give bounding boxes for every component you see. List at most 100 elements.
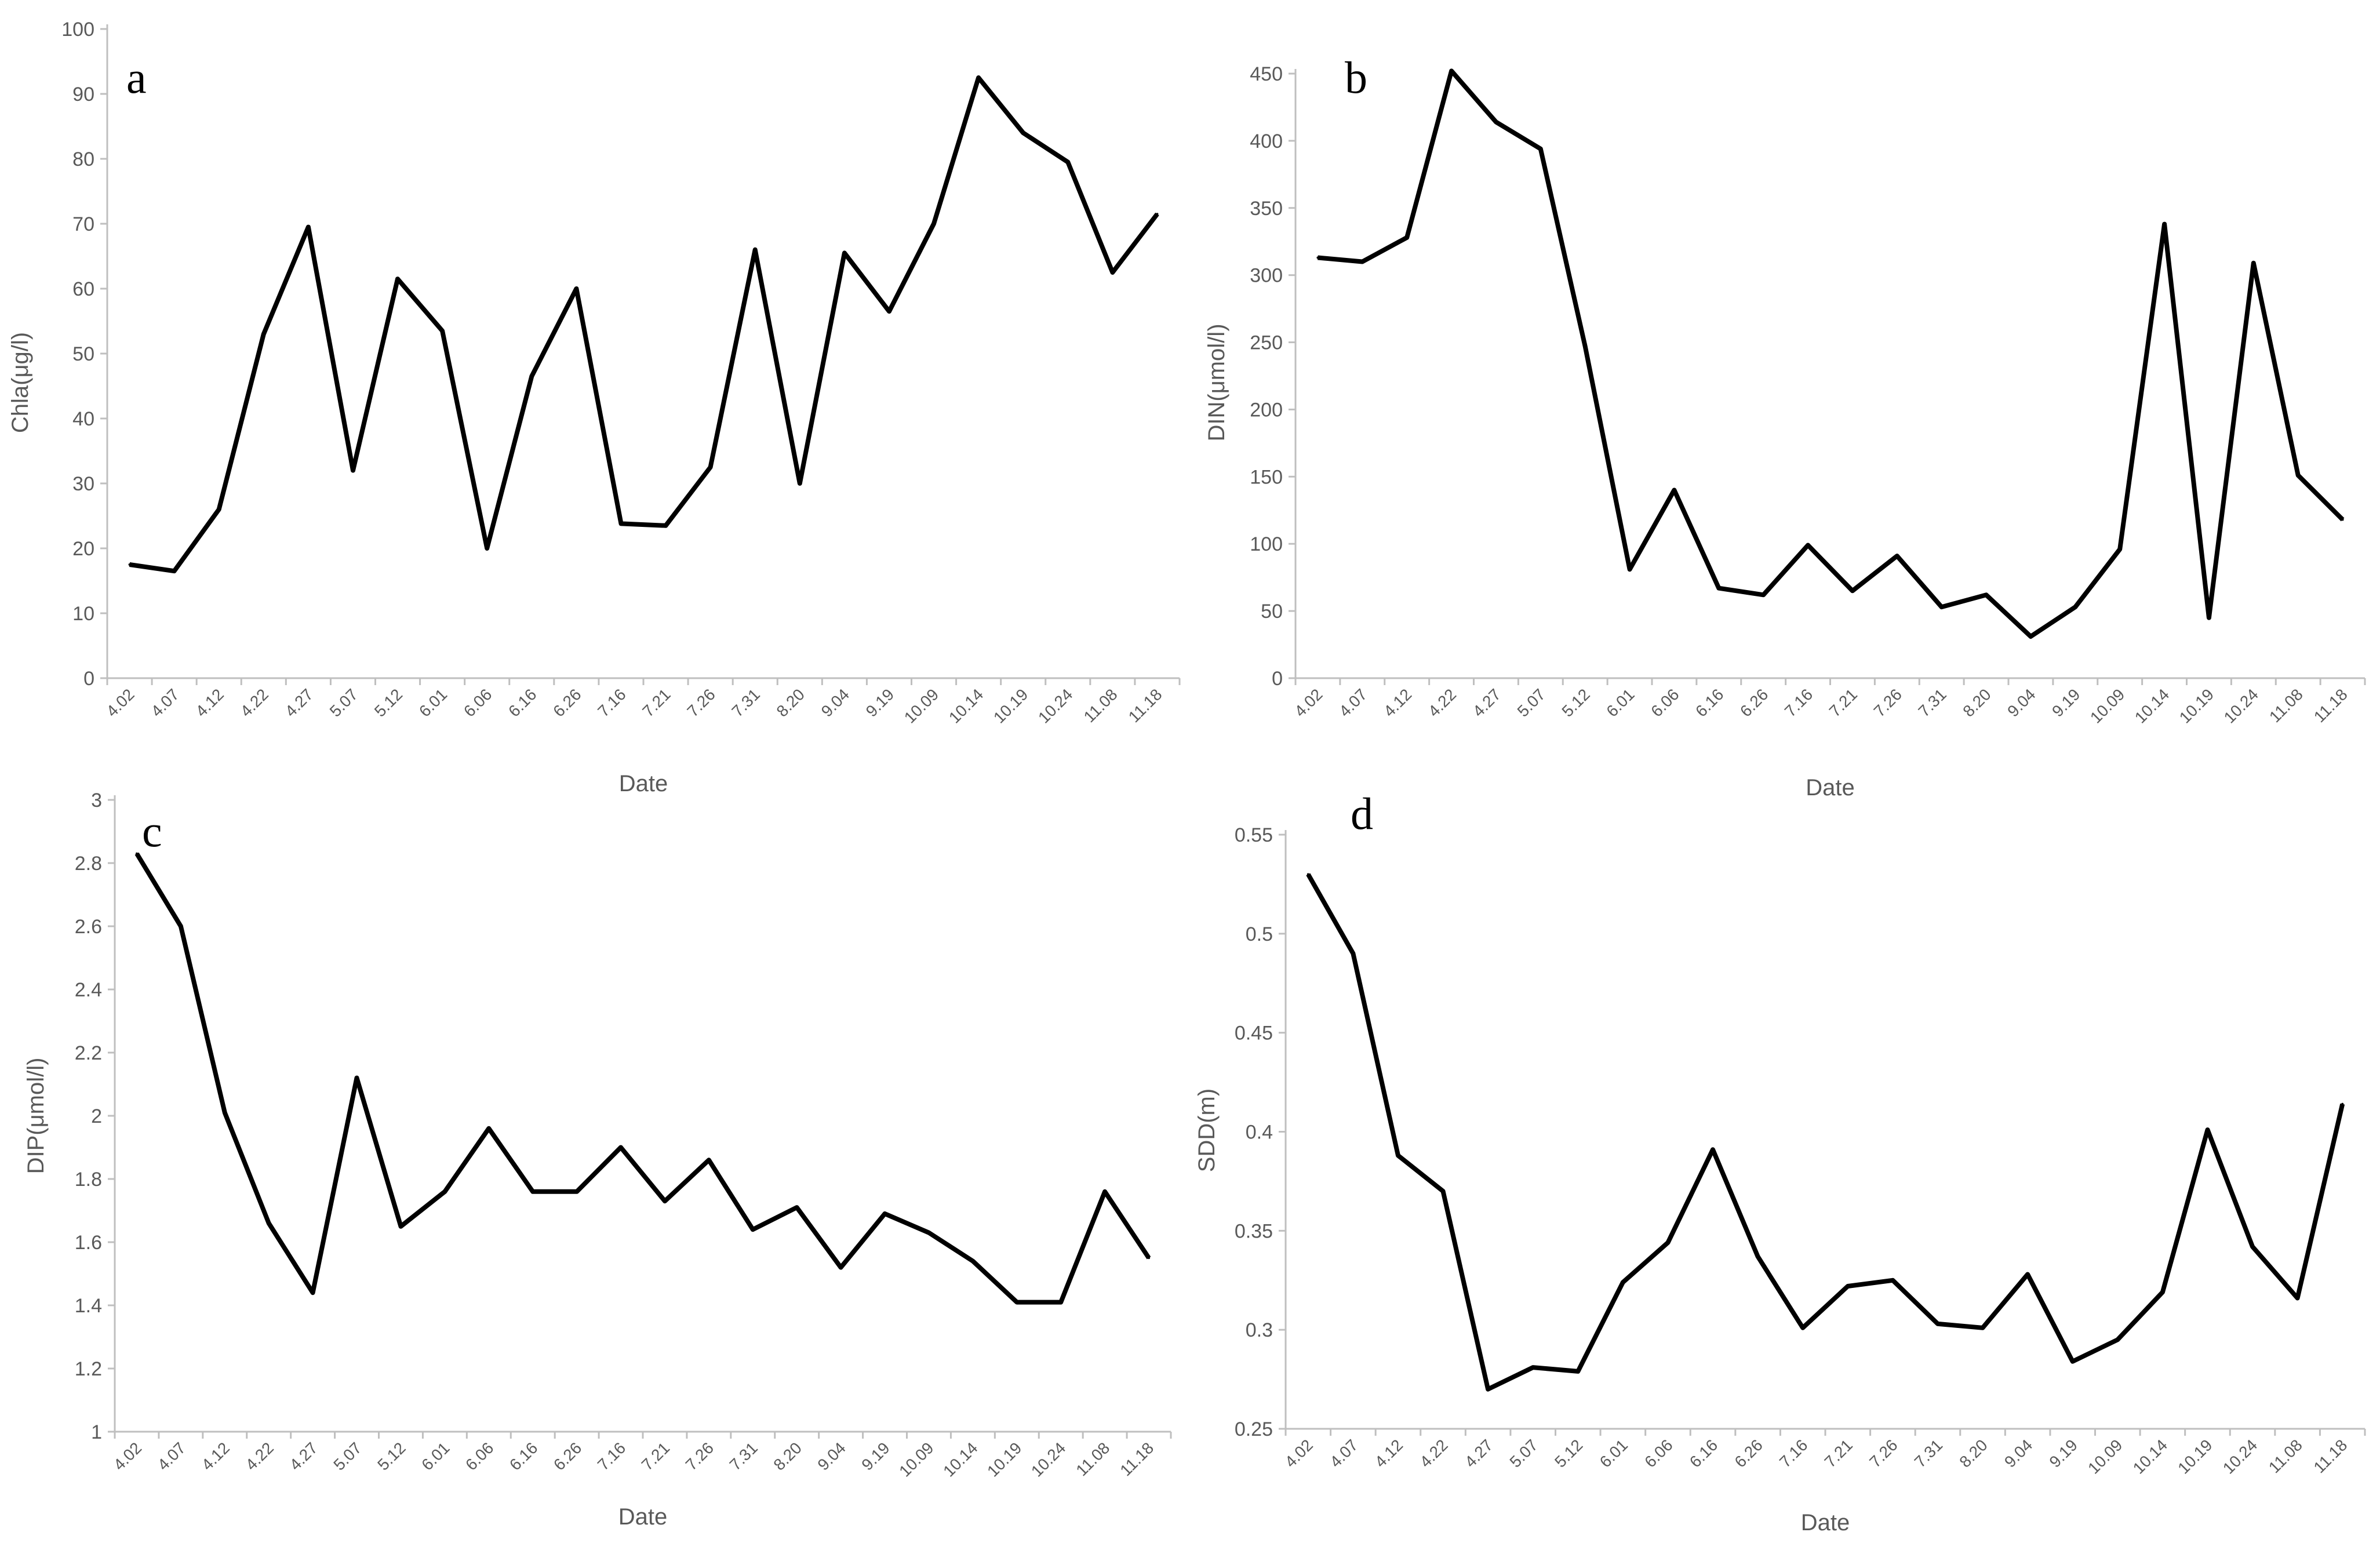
x-tick-label: 7.26 [683, 685, 718, 720]
data-point [1802, 1326, 1804, 1329]
x-tick-label: 7.26 [1870, 685, 1905, 720]
data-point [1104, 1190, 1107, 1193]
y-axis-title: SDD(m) [1194, 1089, 1220, 1172]
x-tick-label: 10.09 [896, 1439, 937, 1480]
data-point [1846, 1285, 1849, 1287]
x-tick-label: 5.07 [326, 685, 361, 720]
data-point [1940, 606, 1943, 609]
panel-label: b [1345, 52, 1367, 103]
data-point [2297, 474, 2299, 477]
data-point [620, 1146, 623, 1149]
x-tick-label: 6.06 [1647, 685, 1682, 720]
y-tick-label: 60 [72, 278, 94, 300]
x-tick-label: 10.14 [940, 1439, 981, 1480]
x-tick-label: 6.26 [1737, 685, 1771, 720]
x-tick-label: 6.26 [550, 1439, 585, 1473]
y-tick-label: 300 [1250, 265, 1283, 287]
y-tick-label: 40 [72, 408, 94, 430]
x-tick-label: 5.12 [1551, 1436, 1586, 1471]
x-tick-label: 6.16 [1686, 1436, 1721, 1471]
x-tick-label: 6.01 [416, 685, 450, 720]
data-point [441, 329, 444, 332]
y-tick-label: 100 [61, 19, 94, 41]
data-point [1307, 873, 1309, 876]
x-tick-label: 11.08 [1080, 685, 1121, 726]
x-tick-label: 10.09 [2084, 1436, 2126, 1477]
y-tick-label: 50 [72, 343, 94, 365]
x-tick-label: 4.02 [1282, 1436, 1316, 1471]
x-tick-label: 4.22 [1416, 1436, 1451, 1471]
data-point [1756, 1255, 1759, 1258]
y-tick-label: 80 [72, 148, 94, 170]
x-tick-label: 5.07 [1506, 1436, 1541, 1471]
x-tick-label: 7.21 [1826, 685, 1861, 720]
x-tick-label: 7.16 [594, 1439, 629, 1473]
x-tick-label: 4.27 [1461, 1436, 1496, 1471]
y-tick-label: 100 [1250, 533, 1283, 555]
y-tick-label: 2.6 [75, 916, 102, 938]
x-tick-label: 7.31 [728, 685, 763, 720]
data-point [1406, 236, 1409, 239]
data-point [399, 1225, 402, 1228]
x-tick-label: 9.19 [863, 685, 897, 720]
panel-label: c [142, 806, 162, 856]
x-axis-title: Date [1806, 775, 1855, 800]
x-tick-label: 5.07 [1514, 685, 1549, 720]
data-point [1628, 568, 1631, 571]
x-axis-title: Date [1801, 1510, 1850, 1535]
chart-panel-b: 0 50 100 150 200 250 300 350 400 450 4.02 4.07 4.12 4… [1204, 52, 2366, 800]
x-tick-label: 6.01 [1596, 1436, 1631, 1471]
y-tick-label: 2.8 [75, 853, 102, 875]
data-point [1060, 1301, 1062, 1304]
x-tick-label: 8.20 [773, 685, 808, 720]
y-tick-label: 0 [1272, 668, 1283, 690]
x-tick-label: 4.27 [282, 685, 316, 720]
x-axis-title: Date [618, 1504, 668, 1530]
x-tick-label: 6.16 [506, 1439, 541, 1473]
x-tick-label: 9.19 [858, 1439, 893, 1473]
x-tick-label: 7.26 [682, 1439, 717, 1473]
data-point [2029, 635, 2032, 638]
data-point [262, 333, 265, 336]
data-point [2206, 1129, 2209, 1131]
panel-label: d [1351, 788, 1373, 839]
y-axis-title: DIP(μmol/l) [23, 1058, 49, 1174]
x-tick-label: 4.12 [198, 1439, 233, 1473]
data-point [530, 375, 533, 378]
data-point [217, 508, 220, 511]
data-point [977, 77, 980, 79]
x-tick-label: 9.04 [2004, 685, 2039, 720]
x-tick-label: 7.26 [1866, 1436, 1901, 1471]
data-point [1487, 1388, 1490, 1391]
data-point [1762, 594, 1765, 596]
data-point [396, 278, 399, 281]
data-point [709, 466, 712, 468]
x-tick-label: 4.27 [1469, 685, 1504, 720]
x-tick-label: 11.18 [2310, 685, 2351, 726]
data-point [663, 1200, 666, 1203]
y-tick-label: 400 [1250, 130, 1283, 152]
data-point [2163, 223, 2166, 225]
y-tick-label: 0.55 [1235, 824, 1273, 846]
data-point [2074, 606, 2077, 609]
data-point [532, 1190, 534, 1193]
data-point [1584, 345, 1586, 348]
data-point [1936, 1322, 1939, 1325]
data-point [1016, 1301, 1018, 1304]
x-tick-label: 10.09 [901, 685, 942, 726]
data-point [1666, 1241, 1669, 1244]
x-tick-label: 5.12 [371, 685, 406, 720]
data-point [1539, 147, 1542, 150]
y-tick-label: 0.3 [1246, 1319, 1273, 1341]
data-point [1494, 121, 1497, 123]
x-tick-label: 10.19 [2176, 685, 2217, 726]
x-tick-label: 11.18 [1125, 685, 1166, 726]
data-point [1361, 260, 1364, 263]
data-point [2252, 261, 2255, 264]
x-tick-label: 6.26 [549, 685, 584, 720]
data-point [355, 1076, 358, 1079]
data-point [1022, 132, 1025, 134]
data-point [1621, 1281, 1624, 1284]
x-tick-label: 4.27 [286, 1439, 321, 1473]
chart-panel-c: 1 1.2 1.4 1.6 1.8 2 2.2 2.4 2.6 2.8 3 4.02 4.07 4.12 4… [23, 789, 1172, 1530]
